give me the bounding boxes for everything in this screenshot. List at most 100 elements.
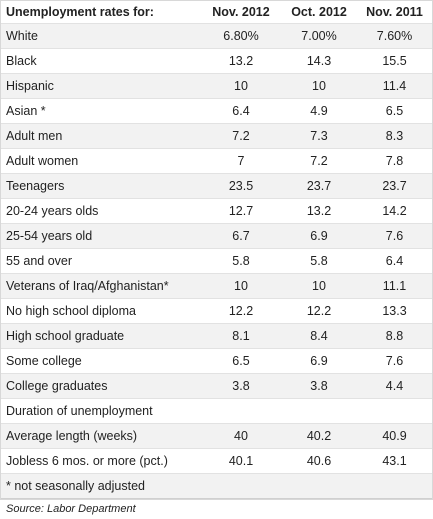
cell-nov-2012: 10 <box>201 274 281 299</box>
cell-nov-2012: 10 <box>201 74 281 99</box>
source-row: Source: Labor Department <box>1 499 432 519</box>
cell-nov-2012: 7.2 <box>201 124 281 149</box>
cell-oct-2012: 7.2 <box>281 149 357 174</box>
cell-oct-2012: 6.9 <box>281 224 357 249</box>
table-row: Black 13.2 14.3 15.5 <box>1 49 432 74</box>
footnote-text: * not seasonally adjusted <box>1 474 432 499</box>
cell-nov-2012: 40.1 <box>201 449 281 474</box>
row-label: High school graduate <box>1 324 201 349</box>
cell-nov-2011: 7.6 <box>357 349 432 374</box>
table-row: Teenagers 23.5 23.7 23.7 <box>1 174 432 199</box>
cell-nov-2012: 6.5 <box>201 349 281 374</box>
cell-nov-2011: 11.1 <box>357 274 432 299</box>
cell-nov-2011: 11.4 <box>357 74 432 99</box>
cell-oct-2012: 40.2 <box>281 424 357 449</box>
table-row: Adult men 7.2 7.3 8.3 <box>1 124 432 149</box>
header-nov-2011: Nov. 2011 <box>357 1 432 24</box>
cell-nov-2011: 4.4 <box>357 374 432 399</box>
table-row: No high school diploma 12.2 12.2 13.3 <box>1 299 432 324</box>
cell-nov-2012: 40 <box>201 424 281 449</box>
row-label: Jobless 6 mos. or more (pct.) <box>1 449 201 474</box>
row-label: Asian * <box>1 99 201 124</box>
row-label: Teenagers <box>1 174 201 199</box>
cell-nov-2012: 7 <box>201 149 281 174</box>
header-oct-2012: Oct. 2012 <box>281 1 357 24</box>
table-row: College graduates 3.8 3.8 4.4 <box>1 374 432 399</box>
row-label: 55 and over <box>1 249 201 274</box>
cell-nov-2012: 12.7 <box>201 199 281 224</box>
table-row: Adult women 7 7.2 7.8 <box>1 149 432 174</box>
row-label: White <box>1 24 201 49</box>
row-label: Adult men <box>1 124 201 149</box>
cell-nov-2011: 15.5 <box>357 49 432 74</box>
cell-nov-2011: 43.1 <box>357 449 432 474</box>
cell-nov-2012: 13.2 <box>201 49 281 74</box>
cell-oct-2012: 7.00% <box>281 24 357 49</box>
row-label: 20-24 years olds <box>1 199 201 224</box>
table-row: Some college 6.5 6.9 7.6 <box>1 349 432 374</box>
row-label: College graduates <box>1 374 201 399</box>
footnote-row: * not seasonally adjusted <box>1 474 432 499</box>
table-row: Hispanic 10 10 11.4 <box>1 74 432 99</box>
cell-nov-2011: 8.8 <box>357 324 432 349</box>
cell-nov-2012: 23.5 <box>201 174 281 199</box>
cell-oct-2012: 23.7 <box>281 174 357 199</box>
cell-oct-2012 <box>281 399 357 424</box>
cell-nov-2012: 6.4 <box>201 99 281 124</box>
row-label: Adult women <box>1 149 201 174</box>
cell-oct-2012: 40.6 <box>281 449 357 474</box>
row-label: Some college <box>1 349 201 374</box>
header-row: Unemployment rates for: Nov. 2012 Oct. 2… <box>1 1 432 24</box>
row-label: Black <box>1 49 201 74</box>
row-label: Average length (weeks) <box>1 424 201 449</box>
cell-nov-2011: 6.5 <box>357 99 432 124</box>
cell-oct-2012: 10 <box>281 74 357 99</box>
cell-nov-2011: 23.7 <box>357 174 432 199</box>
cell-nov-2011: 14.2 <box>357 199 432 224</box>
table-row: Asian * 6.4 4.9 6.5 <box>1 99 432 124</box>
row-label: No high school diploma <box>1 299 201 324</box>
section-label: Duration of unemployment <box>1 399 201 424</box>
row-label: Hispanic <box>1 74 201 99</box>
cell-oct-2012: 8.4 <box>281 324 357 349</box>
source-text: Source: Labor Department <box>1 499 432 519</box>
section-row-duration: Duration of unemployment <box>1 399 432 424</box>
cell-oct-2012: 4.9 <box>281 99 357 124</box>
cell-nov-2011: 7.60% <box>357 24 432 49</box>
row-label: 25-54 years old <box>1 224 201 249</box>
table-row: Veterans of Iraq/Afghanistan* 10 10 11.1 <box>1 274 432 299</box>
table-row: 55 and over 5.8 5.8 6.4 <box>1 249 432 274</box>
cell-oct-2012: 13.2 <box>281 199 357 224</box>
cell-nov-2011 <box>357 399 432 424</box>
cell-nov-2012 <box>201 399 281 424</box>
table-row: Jobless 6 mos. or more (pct.) 40.1 40.6 … <box>1 449 432 474</box>
cell-nov-2012: 6.80% <box>201 24 281 49</box>
cell-oct-2012: 6.9 <box>281 349 357 374</box>
cell-oct-2012: 3.8 <box>281 374 357 399</box>
cell-oct-2012: 10 <box>281 274 357 299</box>
header-nov-2012: Nov. 2012 <box>201 1 281 24</box>
table-row: Average length (weeks) 40 40.2 40.9 <box>1 424 432 449</box>
cell-nov-2012: 6.7 <box>201 224 281 249</box>
cell-nov-2011: 8.3 <box>357 124 432 149</box>
unemployment-table-panel: Unemployment rates for: Nov. 2012 Oct. 2… <box>0 0 433 500</box>
cell-nov-2011: 7.8 <box>357 149 432 174</box>
table-row: White 6.80% 7.00% 7.60% <box>1 24 432 49</box>
cell-oct-2012: 14.3 <box>281 49 357 74</box>
cell-oct-2012: 5.8 <box>281 249 357 274</box>
cell-nov-2012: 5.8 <box>201 249 281 274</box>
cell-nov-2011: 7.6 <box>357 224 432 249</box>
row-label: Veterans of Iraq/Afghanistan* <box>1 274 201 299</box>
table-row: High school graduate 8.1 8.4 8.8 <box>1 324 432 349</box>
table-row: 25-54 years old 6.7 6.9 7.6 <box>1 224 432 249</box>
header-category: Unemployment rates for: <box>1 1 201 24</box>
cell-nov-2012: 12.2 <box>201 299 281 324</box>
cell-oct-2012: 7.3 <box>281 124 357 149</box>
cell-nov-2011: 40.9 <box>357 424 432 449</box>
cell-nov-2012: 8.1 <box>201 324 281 349</box>
cell-nov-2011: 6.4 <box>357 249 432 274</box>
cell-oct-2012: 12.2 <box>281 299 357 324</box>
cell-nov-2011: 13.3 <box>357 299 432 324</box>
cell-nov-2012: 3.8 <box>201 374 281 399</box>
